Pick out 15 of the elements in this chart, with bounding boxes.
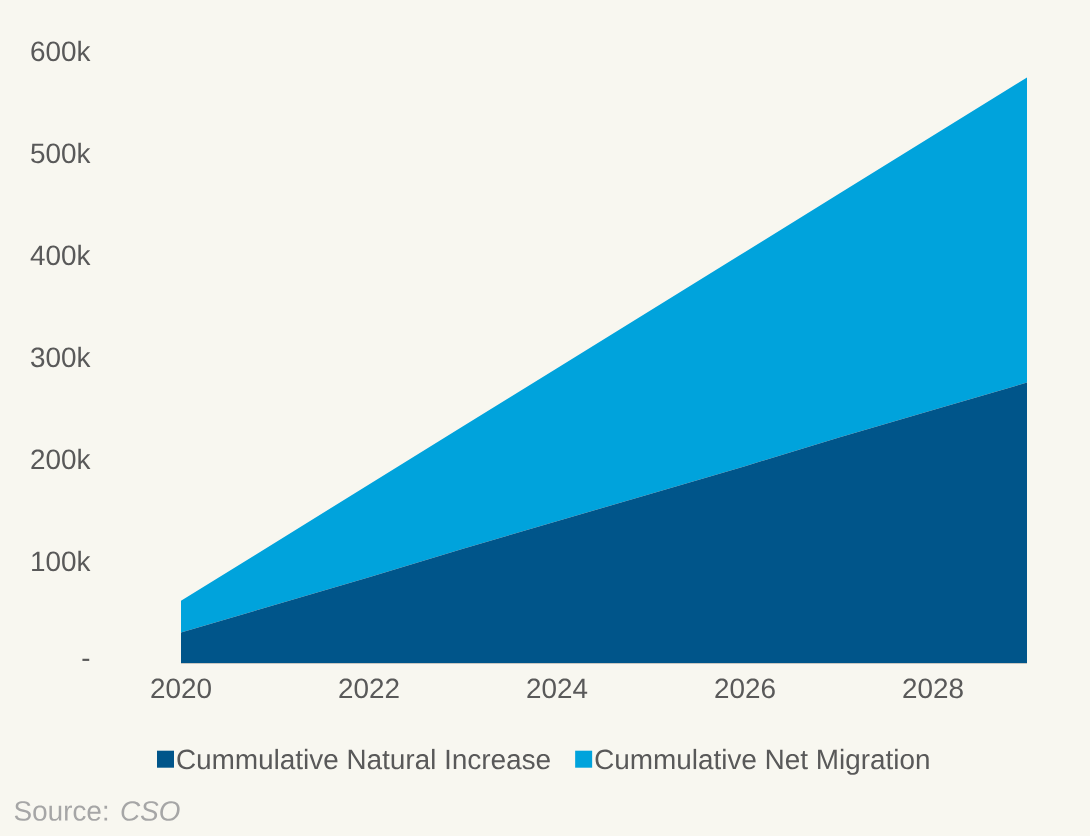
x-tick-label: 2020	[151, 678, 211, 699]
x-tick-label: 2024	[527, 678, 588, 699]
y-tick-label: -	[82, 658, 90, 661]
legend-label: Cummulative Net Migration	[595, 748, 929, 775]
y-tick-label: 100k	[32, 550, 91, 572]
x-tick-label: 2022	[339, 678, 399, 699]
x-tick-label: 2026	[715, 678, 775, 699]
x-tick-label: 2028	[903, 678, 963, 699]
legend-label: Cummulative Natural Increase	[177, 748, 550, 770]
y-tick-label: 400k	[30, 244, 91, 266]
y-tick-label: 200k	[31, 448, 91, 470]
y-tick-label: 500k	[31, 142, 91, 164]
y-tick-label: 600k	[31, 40, 91, 62]
y-tick-label: 300k	[31, 346, 91, 368]
source-note: Source: CSO	[14, 801, 180, 821]
